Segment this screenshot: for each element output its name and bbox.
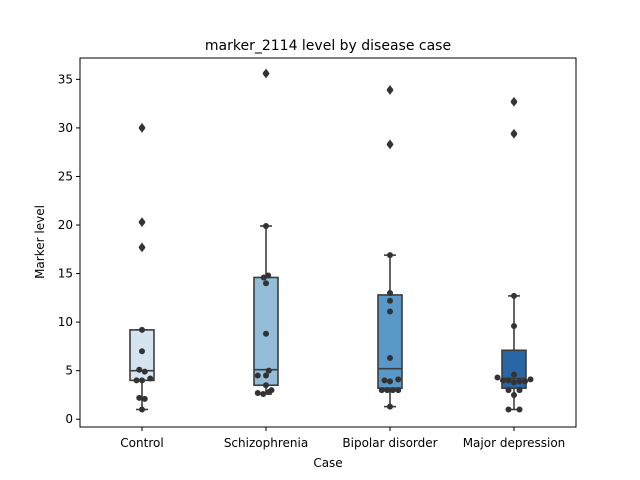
y-tick-label: 10 <box>58 315 73 329</box>
x-tick-label: Bipolar disorder <box>342 436 437 450</box>
data-point <box>260 390 267 397</box>
data-point <box>263 222 269 229</box>
chart-title: marker_2114 level by disease case <box>205 38 451 54</box>
data-point <box>254 390 261 397</box>
data-point <box>141 368 148 375</box>
data-point <box>139 406 145 413</box>
y-tick-label: 20 <box>58 218 73 232</box>
data-point <box>387 289 393 296</box>
data-point <box>505 406 512 413</box>
data-point <box>133 377 140 384</box>
data-point <box>516 406 523 413</box>
data-point <box>147 375 154 382</box>
data-point <box>141 395 148 402</box>
plot-frame <box>79 57 577 428</box>
data-point <box>527 376 534 383</box>
data-point <box>395 376 402 383</box>
data-point <box>387 355 393 362</box>
data-point <box>494 374 501 381</box>
data-point <box>139 219 145 226</box>
data-point <box>139 377 145 384</box>
data-point <box>511 371 517 378</box>
x-tick-label: Schizophrenia <box>224 436 308 450</box>
data-point <box>139 348 145 355</box>
data-point <box>139 124 145 131</box>
data-point <box>263 70 269 77</box>
data-point <box>511 130 517 137</box>
data-point <box>387 87 393 94</box>
data-point <box>263 280 269 287</box>
data-point <box>139 244 145 251</box>
data-point <box>265 367 272 374</box>
data-point <box>265 389 272 396</box>
data-point <box>387 141 393 148</box>
data-point <box>522 378 528 385</box>
data-point <box>136 366 143 373</box>
data-point <box>505 387 512 394</box>
data-point <box>387 308 393 315</box>
x-axis-label: Case <box>313 456 342 470</box>
data-point <box>260 274 267 281</box>
data-point <box>387 378 393 385</box>
data-point <box>263 372 269 379</box>
data-point <box>511 323 517 330</box>
y-axis-label: Marker level <box>33 205 47 279</box>
y-tick-label: 30 <box>58 121 73 135</box>
data-point <box>505 377 512 384</box>
data-point <box>387 297 393 304</box>
y-tick-label: 15 <box>58 267 73 281</box>
data-point <box>511 391 517 398</box>
data-point <box>516 387 523 394</box>
data-point <box>254 372 261 379</box>
y-tick-label: 25 <box>58 169 73 183</box>
plot-area: 0 5 10 15 20 25 30 35 Control Schizophrenia Bipola… <box>58 57 577 450</box>
data-point <box>516 378 523 385</box>
data-point <box>511 98 517 105</box>
y-tick-label: 35 <box>58 72 73 86</box>
data-point <box>511 292 517 299</box>
data-point <box>387 252 393 259</box>
data-point <box>263 330 269 337</box>
data-point <box>387 403 393 410</box>
data-point <box>511 379 517 386</box>
data-point <box>381 377 388 384</box>
data-point <box>395 387 402 394</box>
data-point <box>500 377 506 384</box>
y-tick-label: 5 <box>65 364 73 378</box>
data-point <box>389 387 396 394</box>
data-point <box>263 382 269 389</box>
data-point <box>136 394 143 401</box>
x-tick-label: Major depression <box>463 436 566 450</box>
x-tick-label: Control <box>120 436 163 450</box>
data-point <box>384 387 391 394</box>
y-tick-label: 0 <box>65 412 73 426</box>
data-point <box>139 326 145 333</box>
data-point <box>378 387 385 394</box>
